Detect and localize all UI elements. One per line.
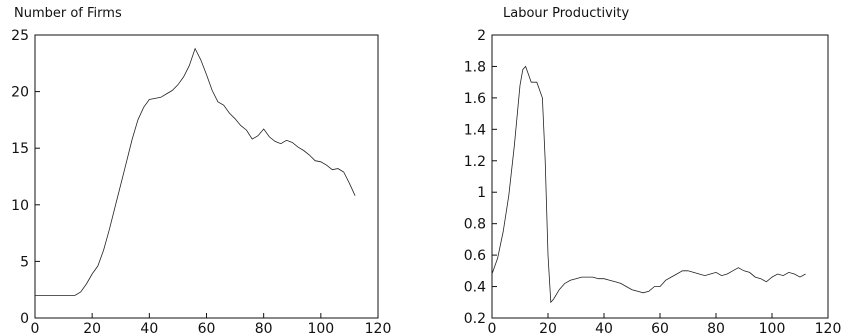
y-tick-label: 25 [11,28,29,44]
x-tick-label: 60 [651,321,669,333]
chart-title: Labour Productivity [503,6,630,21]
y-tick-label: 0 [20,311,29,327]
x-tick-label: 40 [140,321,158,333]
x-tick-label: 80 [707,321,725,333]
chart-labour-productivity: Labour Productivity 0 20 40 60 80 100 120 0.2 0.… [464,6,842,333]
y-tick-label: 1.6 [464,91,486,107]
x-tick-label: 40 [595,321,613,333]
chart-number-of-firms: Number of Firms 0 20 40 60 80 100 120 0 5 10 15 20 2… [11,6,391,333]
x-tick-label: 100 [759,321,786,333]
y-tick-label: 5 [20,254,29,270]
y-tick-label: 20 [11,85,29,101]
x-tick-label: 60 [198,321,216,333]
y-tick-label: 1.8 [464,59,486,75]
plot-frame [491,34,829,319]
series-line [35,47,356,296]
y-tick-label: 0.6 [464,248,486,264]
y-tick-label: 0.2 [464,311,486,327]
x-tick-label: 0 [488,321,497,333]
plot-frame [34,34,379,319]
y-tick-label: 2 [477,28,486,44]
series-line [491,65,806,304]
y-tick-label: 0.4 [464,280,486,296]
y-tick-label: 10 [11,198,29,214]
x-tick-label: 120 [365,321,392,333]
x-tick-label: 20 [539,321,557,333]
x-tick-label: 80 [255,321,273,333]
y-tick-label: 1.4 [464,122,486,138]
y-tick-label: 15 [11,141,29,157]
y-tick-label: 0.8 [464,217,486,233]
chart-title: Number of Firms [14,6,122,21]
x-tick-label: 0 [31,321,40,333]
y-tick-label: 1.2 [464,154,486,170]
x-tick-label: 20 [83,321,101,333]
x-tick-label: 100 [307,321,334,333]
y-tick-label: 1 [477,185,486,201]
x-tick-label: 120 [815,321,842,333]
